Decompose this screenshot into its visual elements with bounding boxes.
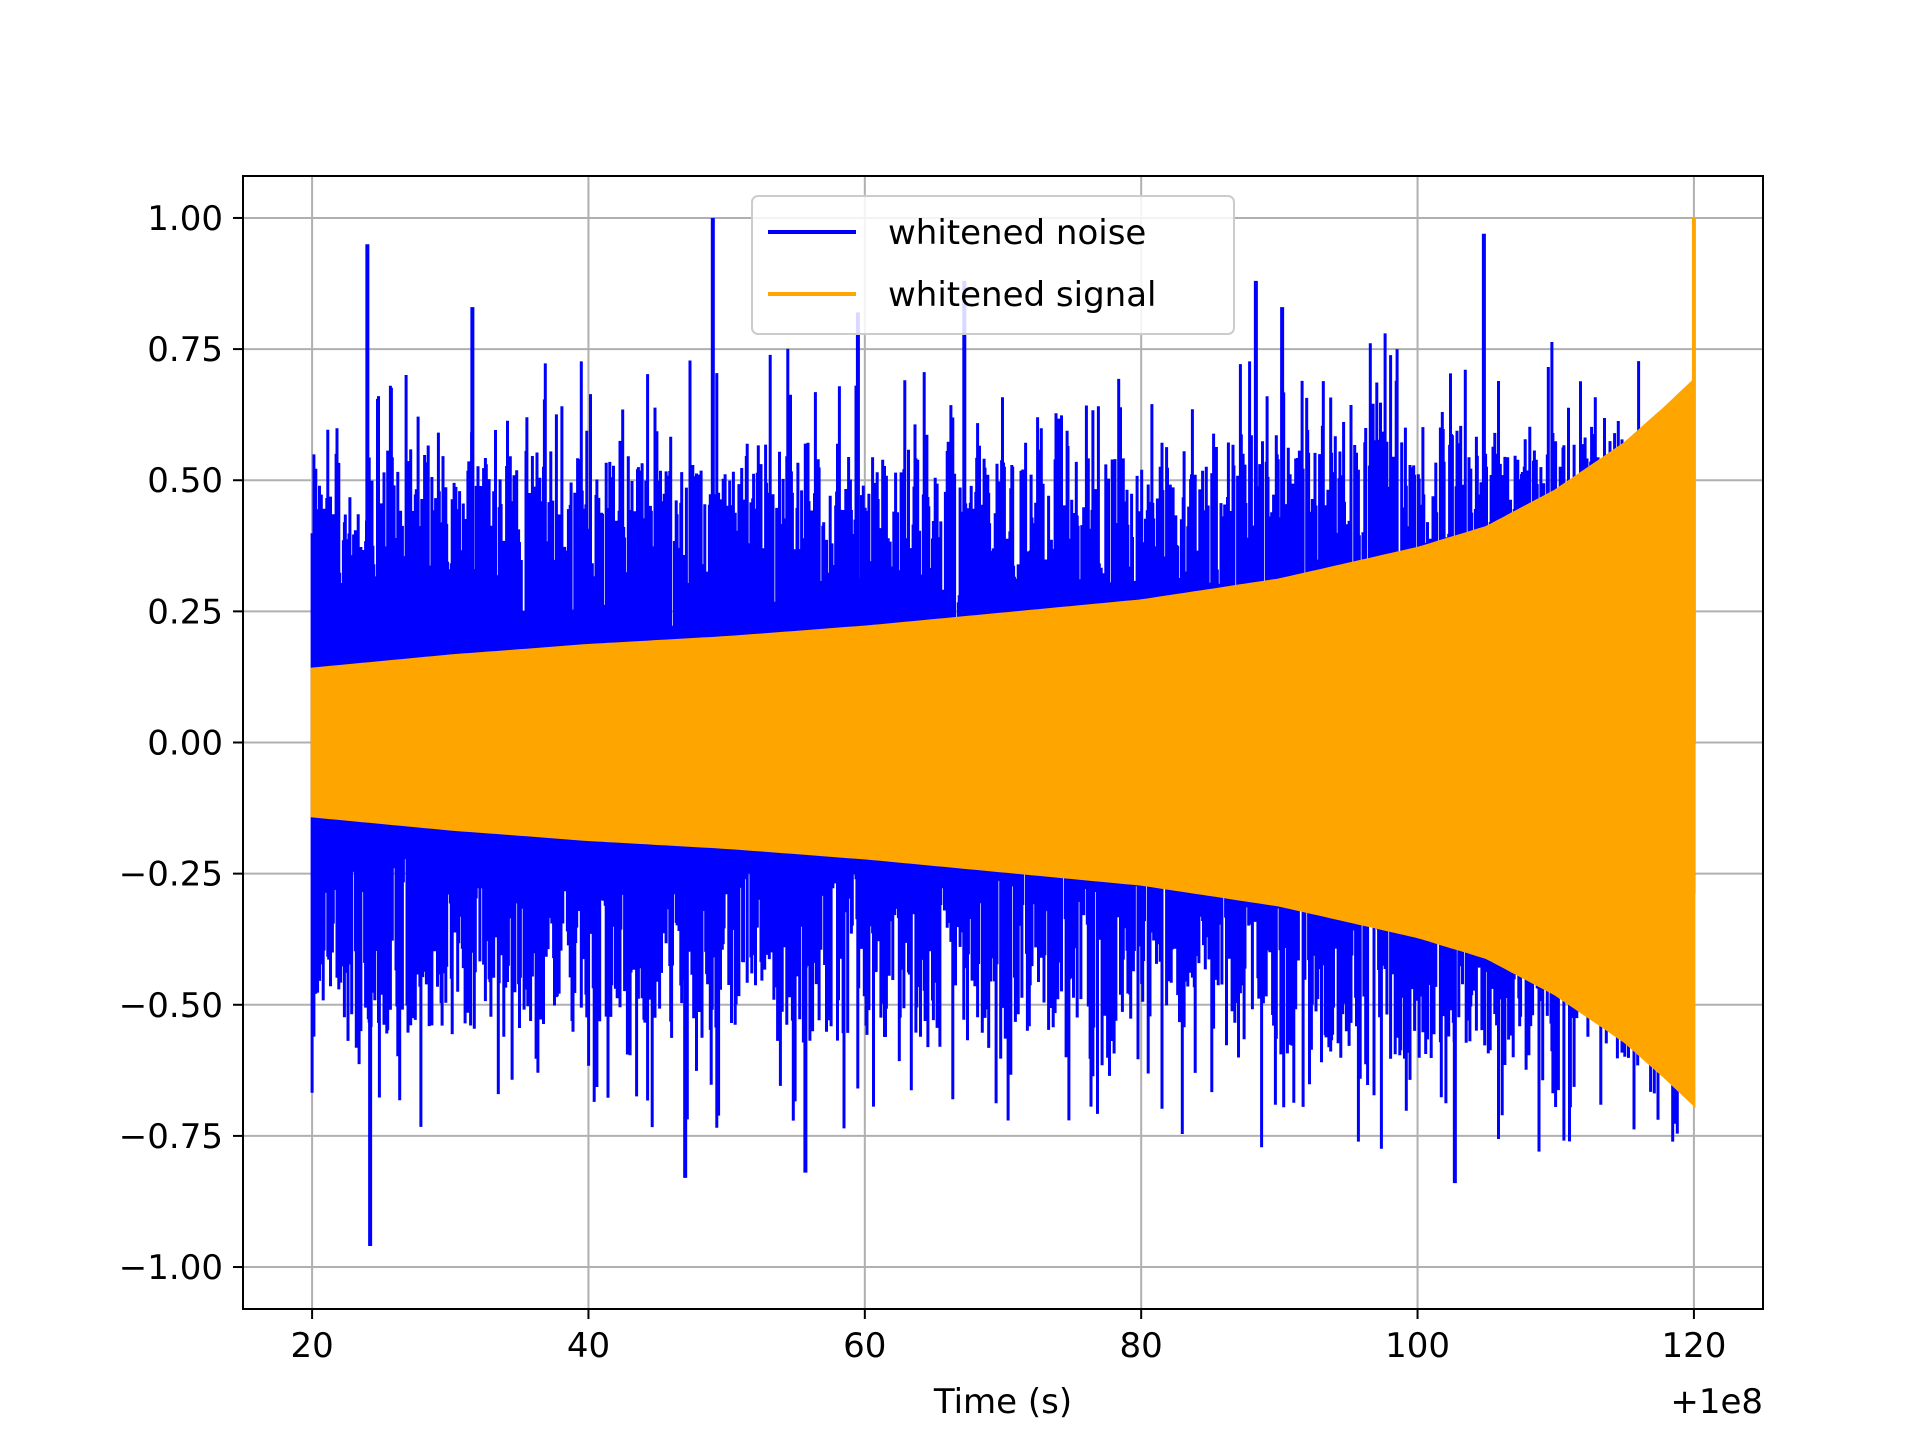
x-tick-label: 80 [1120, 1326, 1163, 1366]
y-axis-ticks: 1.00 0.75 0.50 0.25 0.00 −0.25 −0.50 −0.75 −1.00 [119, 199, 243, 1288]
x-tick-label: 60 [843, 1326, 886, 1366]
series-whitened-signal [310, 217, 1696, 1108]
legend-label: whitened noise [888, 213, 1146, 253]
y-tick-label: −1.00 [119, 1248, 223, 1288]
x-tick-label: 40 [567, 1326, 610, 1366]
y-tick-label: −0.50 [119, 986, 223, 1026]
series-layer [310, 217, 1696, 1247]
y-tick-label: 0.50 [147, 461, 223, 501]
x-axis-offset-label: +1e8 [1670, 1382, 1763, 1422]
legend-box [751, 195, 1235, 335]
legend: whitened noise whitened signal [751, 195, 1235, 335]
y-tick-label: 1.00 [147, 199, 223, 239]
y-tick-label: 0.25 [147, 592, 223, 632]
y-tick-label: 0.75 [147, 330, 223, 370]
legend-label: whitened signal [888, 275, 1156, 315]
y-tick-label: −0.75 [119, 1117, 223, 1157]
y-tick-label: 0.00 [147, 724, 223, 764]
x-tick-label: 20 [290, 1326, 333, 1366]
x-tick-label: 120 [1661, 1326, 1726, 1366]
x-axis-ticks: 20 40 60 80 100 120 [290, 1309, 1726, 1366]
y-tick-label: −0.25 [119, 855, 223, 895]
x-tick-label: 100 [1385, 1326, 1450, 1366]
x-axis-label: Time (s) [933, 1382, 1072, 1422]
